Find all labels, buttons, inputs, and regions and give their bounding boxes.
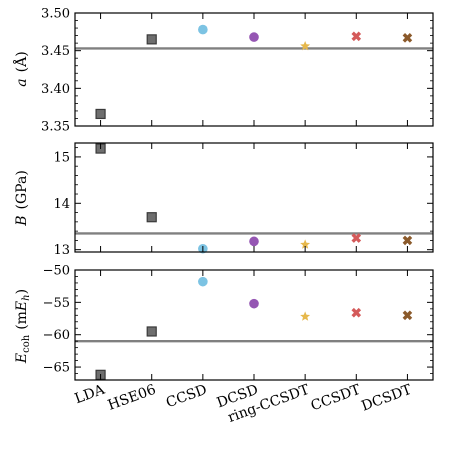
panel-a-ytick-label: 3.45 [41, 44, 70, 59]
panel-a-point-dcsd [249, 32, 259, 42]
panel-b-ylabel: B(GPa) [14, 170, 30, 227]
panel-a-frame [74, 12, 434, 127]
panel-ecoh-ytick-label: −65 [43, 361, 70, 376]
panel-ecoh-point-hse06 [146, 326, 157, 337]
panel-a-ytick-label: 3.40 [41, 82, 70, 97]
panel-b-point-ccsdt [351, 233, 362, 243]
panel-b-point-ring-ccsdt [300, 239, 311, 249]
panel-a-ytick-label: 3.50 [41, 7, 70, 22]
panel-ecoh-point-dcsd [249, 298, 259, 309]
category-label-lda: LDA [73, 381, 108, 407]
panel-a: 3.35 3.40 3.45 3.50 a(Å) [12, 7, 434, 135]
panel-a-ticks: 3.35 3.40 3.45 3.50 [41, 7, 434, 135]
panel-a-point-ring-ccsdt [300, 40, 311, 51]
panel-a-point-ccsdt [351, 31, 362, 42]
panel-ecoh-point-ccsd [198, 276, 208, 287]
panel-b-ytick-label: 14 [53, 197, 70, 212]
panel-ecoh-point-ring-ccsdt [300, 311, 311, 321]
panel-b-ticks: 13 14 15 [53, 142, 434, 258]
panel-ecoh-ytick-label: −60 [43, 328, 70, 343]
panel-a-marks [75, 24, 433, 120]
panel-ecoh-ticks: −65 −60 −55 −50 [43, 264, 434, 381]
panel-ecoh-marks [75, 276, 433, 380]
category-label-hse06: HSE06 [106, 382, 158, 414]
panel-ecoh-ytick-label: −50 [43, 264, 70, 279]
panel-b-point-dcsdt [402, 235, 413, 246]
panel-b-point-dcsd [249, 236, 259, 247]
panel-ecoh-frame [74, 269, 434, 381]
panel-ecoh-ytick-label: −55 [43, 296, 70, 311]
panel-b-marks [75, 143, 433, 254]
panel-ecoh-point-ccsdt [351, 307, 362, 318]
panel-ecoh-point-dcsdt [402, 310, 413, 321]
panel-b: 13 14 15 B(GPa) [14, 142, 434, 258]
panel-ecoh: −65 −60 −55 −50 Ecoh(mEh) [14, 264, 434, 381]
panel-ecoh-ylabel: Ecoh(mEh) [14, 289, 32, 364]
panel-a-ytick-label: 3.35 [41, 120, 70, 135]
panel-b-ytick-label: 15 [53, 150, 70, 165]
panel-a-ylabel: a(Å) [12, 51, 30, 86]
category-label-dcsdt: DCSDT [359, 381, 414, 414]
panel-a-point-lda [95, 108, 106, 120]
panel-a-point-dcsdt [402, 33, 413, 43]
panel-b-point-hse06 [146, 212, 157, 223]
panel-a-point-ccsd [198, 24, 208, 35]
category-label-ccsdt: CCSDT [309, 381, 364, 414]
panel-a-point-hse06 [146, 34, 157, 45]
category-label-ccsd: CCSD [164, 382, 209, 411]
panel-b-ytick-label: 13 [53, 243, 70, 258]
panel-b-frame [74, 142, 434, 253]
